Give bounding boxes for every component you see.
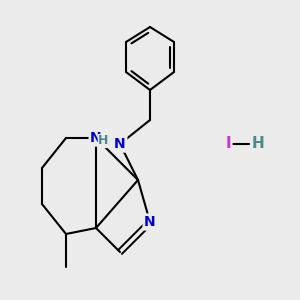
Text: H: H bbox=[252, 136, 264, 152]
Text: H: H bbox=[98, 134, 109, 148]
Text: N: N bbox=[114, 137, 126, 151]
Text: I: I bbox=[225, 136, 231, 152]
Text: N: N bbox=[144, 215, 156, 229]
Text: N: N bbox=[90, 131, 102, 145]
